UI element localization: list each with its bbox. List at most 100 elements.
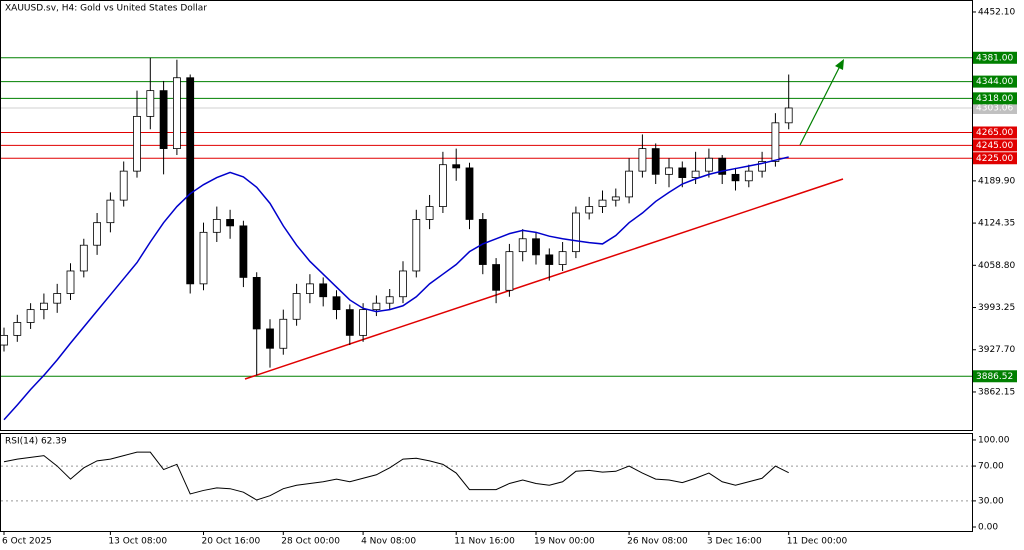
candle-body bbox=[505, 251, 514, 291]
moving-average bbox=[3, 156, 789, 421]
level-box bbox=[973, 92, 1017, 105]
candle-body bbox=[385, 296, 394, 304]
candle-body bbox=[492, 264, 501, 291]
candle-body bbox=[598, 199, 607, 207]
candle-body bbox=[611, 196, 620, 201]
y-tick-label: 4189.90 bbox=[978, 176, 1015, 186]
arrow-head bbox=[835, 59, 844, 70]
x-tick-label: 19 Nov 00:00 bbox=[534, 537, 595, 547]
rsi-y-tick-label: 100.00 bbox=[978, 435, 1010, 445]
x-tick-label: 4 Nov 08:00 bbox=[361, 537, 416, 547]
x-tick-label: 11 Nov 16:00 bbox=[454, 537, 515, 547]
candle-body bbox=[705, 157, 713, 172]
level-label: 4318.00 bbox=[976, 94, 1013, 104]
rsi-y-tick-label: 0.00 bbox=[978, 522, 998, 532]
candle-body bbox=[532, 238, 540, 256]
rsi-y-tick-label: 30.00 bbox=[978, 496, 1004, 506]
y-tick-label: 3862.15 bbox=[978, 387, 1015, 397]
candle-body bbox=[13, 322, 22, 336]
last-price-box bbox=[973, 101, 1017, 114]
candle-body bbox=[172, 77, 181, 149]
candle-body bbox=[412, 219, 421, 272]
candle-body bbox=[545, 254, 554, 265]
candle-body bbox=[638, 148, 647, 172]
level-label: 4265.00 bbox=[976, 128, 1013, 138]
rsi-title: RSI(14) 62.39 bbox=[5, 437, 67, 447]
candle-body bbox=[146, 90, 155, 117]
level-label: 4225.00 bbox=[976, 154, 1013, 164]
candle-body bbox=[252, 277, 261, 330]
candle-body bbox=[651, 148, 660, 175]
candle-body bbox=[585, 206, 594, 214]
candle-body bbox=[212, 219, 221, 233]
y-tick-label: 4452.10 bbox=[978, 7, 1015, 17]
candle-body bbox=[425, 206, 434, 220]
candle-body bbox=[239, 225, 248, 278]
rsi-panel-frame bbox=[0, 433, 973, 532]
candle-body bbox=[199, 231, 208, 285]
candle-body bbox=[266, 328, 274, 349]
y-tick-label: 4124.35 bbox=[978, 219, 1015, 229]
last-price-label: 4303.06 bbox=[976, 103, 1013, 113]
x-tick-label: 11 Dec 00:00 bbox=[787, 537, 848, 547]
candle-body bbox=[399, 270, 407, 298]
x-tick-label: 13 Oct 08:00 bbox=[108, 537, 167, 547]
level-label: 4381.00 bbox=[976, 53, 1013, 63]
candle-body bbox=[66, 270, 75, 294]
candle-body bbox=[465, 167, 474, 220]
level-label: 4344.00 bbox=[976, 77, 1013, 87]
candle-body bbox=[159, 90, 168, 149]
chart-title: XAUUSD.sv, H4: Gold vs United States Dol… bbox=[5, 4, 207, 14]
x-tick-label: 26 Nov 08:00 bbox=[627, 537, 688, 547]
candle-body bbox=[106, 199, 115, 224]
candle-body bbox=[26, 309, 35, 323]
candle-body bbox=[0, 334, 8, 346]
candle-body bbox=[332, 296, 341, 311]
candle-body bbox=[518, 238, 527, 253]
candle-body bbox=[438, 164, 447, 207]
candle-body bbox=[279, 318, 288, 349]
candle-body bbox=[758, 161, 766, 172]
candle-body bbox=[665, 167, 673, 175]
level-box bbox=[973, 152, 1017, 165]
level-box bbox=[973, 370, 1017, 383]
projection-arrow bbox=[799, 65, 841, 146]
level-box bbox=[973, 139, 1017, 152]
candle-body bbox=[79, 244, 88, 272]
price-panel-frame bbox=[0, 0, 973, 431]
candle-body bbox=[572, 212, 580, 253]
y-tick-label: 4058.80 bbox=[978, 261, 1015, 271]
candle-body bbox=[691, 170, 700, 178]
level-label: 4245.00 bbox=[976, 141, 1013, 151]
candle-body bbox=[558, 251, 567, 265]
candle-body bbox=[133, 115, 141, 172]
candle-body bbox=[119, 170, 128, 201]
candle-body bbox=[345, 309, 354, 336]
y-tick-label: 3927.70 bbox=[978, 345, 1015, 355]
x-tick-label: 3 Dec 16:00 bbox=[707, 537, 762, 547]
x-tick-label: 6 Oct 2025 bbox=[2, 537, 52, 547]
candle-body bbox=[452, 164, 461, 169]
level-box bbox=[973, 126, 1017, 139]
candle-body bbox=[478, 219, 487, 265]
candle-body bbox=[305, 283, 314, 294]
candle-body bbox=[678, 167, 687, 178]
rsi-y-tick-label: 70.00 bbox=[978, 462, 1004, 472]
x-tick-label: 28 Oct 00:00 bbox=[281, 537, 340, 547]
candle-body bbox=[292, 293, 301, 320]
candle-body bbox=[771, 122, 780, 162]
y-tick-label: 3993.25 bbox=[978, 303, 1015, 313]
candle-body bbox=[731, 173, 740, 182]
candle-body bbox=[784, 107, 793, 124]
candle-body bbox=[53, 293, 62, 304]
level-box bbox=[973, 51, 1017, 64]
level-label: 3886.52 bbox=[976, 372, 1013, 382]
candle-body bbox=[625, 170, 633, 198]
candle-body bbox=[359, 309, 368, 336]
candle-body bbox=[718, 157, 727, 175]
candle-body bbox=[372, 302, 381, 311]
candle-body bbox=[319, 283, 328, 298]
candle-body bbox=[186, 77, 195, 285]
rsi-line bbox=[3, 451, 789, 501]
